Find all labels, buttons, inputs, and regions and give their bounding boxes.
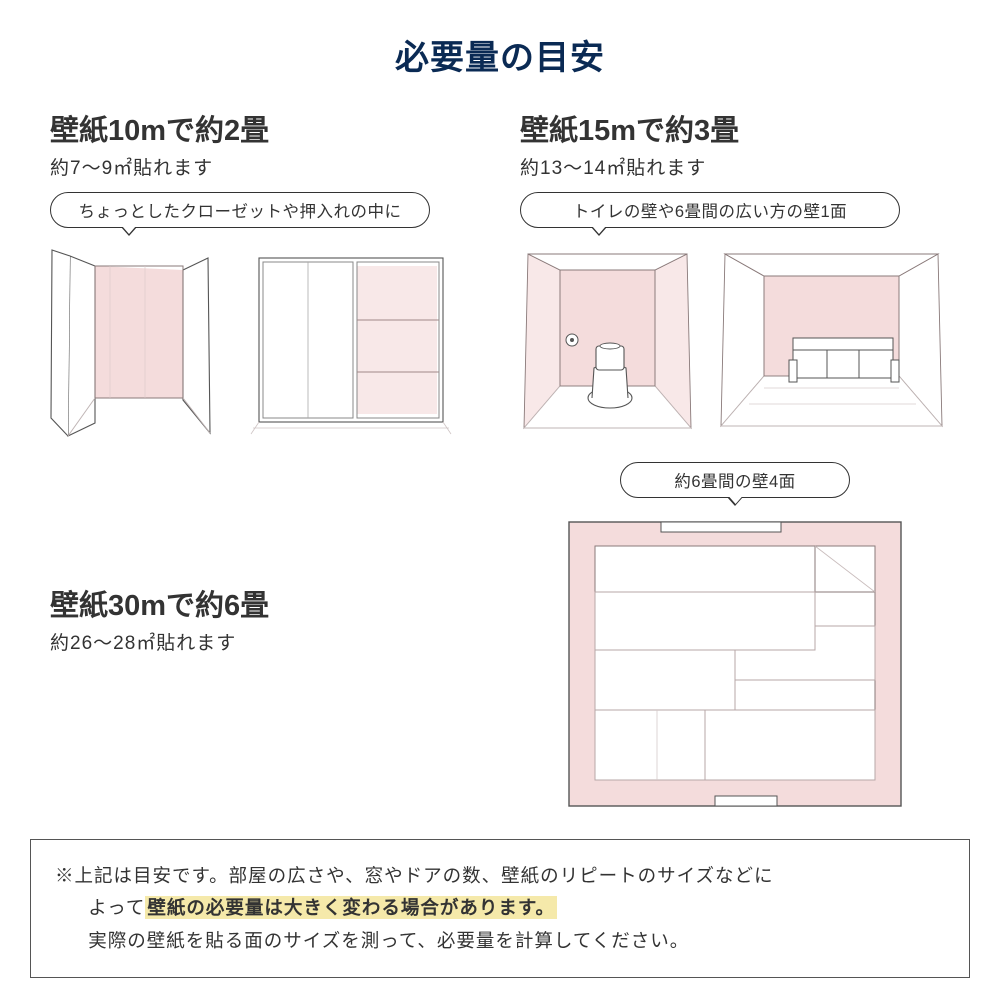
content-grid: 壁紙10mで約2畳 約7～9㎡貼れます ちょっとしたクローゼットや押入れの中に <box>50 107 950 813</box>
floor-plan-icon <box>565 518 905 813</box>
text: よって <box>88 897 145 918</box>
section-10m: 壁紙10mで約2畳 約7～9㎡貼れます ちょっとしたクローゼットや押入れの中に <box>50 107 480 438</box>
illustration-row <box>50 248 480 438</box>
closet-icon <box>50 248 225 438</box>
disclaimer-line: ※上記は目安です。部屋の広さや、窓やドアの数、壁紙のリピートのサイズなどに <box>55 860 945 892</box>
disclaimer-box: ※上記は目安です。部屋の広さや、窓やドアの数、壁紙のリピートのサイズなどに よっ… <box>30 839 970 978</box>
section-subtitle: 約26～28㎡貼れます <box>50 628 480 655</box>
caption-bubble: ちょっとしたクローゼットや押入れの中に <box>50 192 430 228</box>
section-title: 壁紙15mで約3畳 <box>520 107 950 149</box>
text: 実際の壁紙を貼る面のサイズを測って、必要量を計算してください。 <box>88 930 689 951</box>
text: ※上記は目安です。部屋の広さや、窓やドアの数、壁紙のリピートのサイズなどに <box>55 865 774 886</box>
section-subtitle: 約7～9㎡貼れます <box>50 153 480 180</box>
highlighted-text: 壁紙の必要量は大きく変わる場合があります。 <box>145 896 557 919</box>
disclaimer-line: 実際の壁紙を貼る面のサイズを測って、必要量を計算してください。 <box>55 925 945 957</box>
section-6tatami: 約6畳間の壁4面 <box>520 462 950 813</box>
living-room-icon <box>719 248 944 438</box>
section-30m: 壁紙30mで約6畳 約26～28㎡貼れます <box>50 462 480 667</box>
section-title: 壁紙30mで約6畳 <box>50 582 480 624</box>
section-subtitle: 約13～14㎡貼れます <box>520 153 950 180</box>
illustration-row <box>520 248 950 438</box>
disclaimer-line: よって壁紙の必要量は大きく変わる場合があります。 <box>55 892 945 924</box>
cabinet-icon <box>249 248 454 438</box>
caption-bubble: 約6畳間の壁4面 <box>620 462 850 498</box>
section-15m: 壁紙15mで約3畳 約13～14㎡貼れます トイレの壁や6畳間の広い方の壁1面 <box>520 107 950 438</box>
toilet-room-icon <box>520 248 695 438</box>
caption-bubble: トイレの壁や6畳間の広い方の壁1面 <box>520 192 900 228</box>
page-title: 必要量の目安 <box>50 30 950 79</box>
section-title: 壁紙10mで約2畳 <box>50 107 480 149</box>
